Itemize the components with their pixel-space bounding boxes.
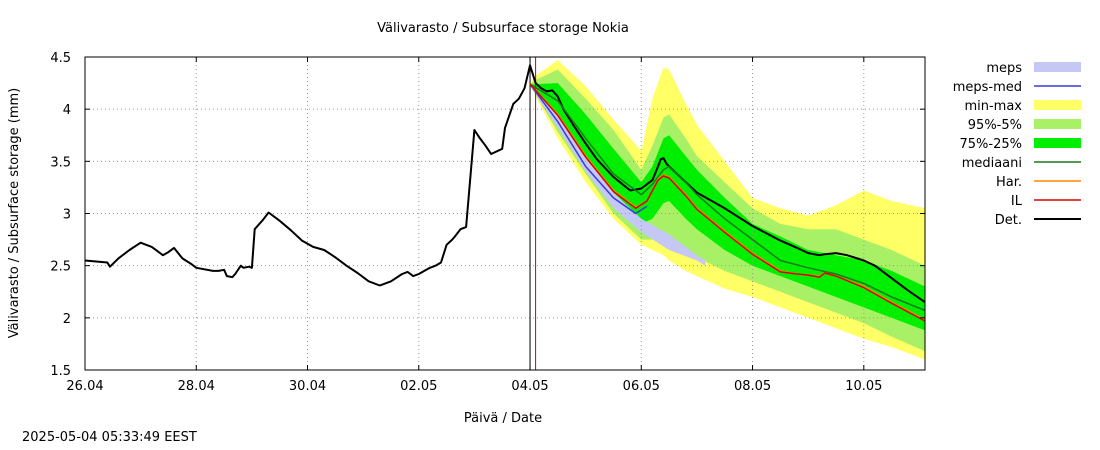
timestamp: 2025-05-04 05:33:49 EEST [22, 430, 197, 445]
x-tick-label: 08.05 [734, 379, 771, 394]
x-tick-label: 02.05 [400, 379, 437, 394]
legend-swatch [1034, 119, 1081, 129]
series-mediaani [529, 83, 926, 312]
legend-label: IL [1011, 194, 1023, 209]
legend-swatch [1034, 138, 1081, 148]
x-tick-label: 10.05 [845, 379, 882, 394]
y-tick-label: 4 [63, 103, 71, 118]
chart-title: Välivarasto / Subsurface storage Nokia [377, 21, 629, 36]
legend-label: meps-med [953, 80, 1022, 95]
legend-label: min-max [964, 99, 1022, 114]
series-meps-med [529, 83, 648, 215]
x-axis-label: Päivä / Date [464, 411, 542, 426]
legend-label: mediaani [962, 156, 1022, 171]
plot-area: 26.04 28.04 30.04 02.05 04.05 06.05 08.05 10.05… [50, 51, 926, 394]
band-75-25- [530, 83, 925, 331]
x-tick-label: 30.04 [289, 379, 326, 394]
y-tick-label: 2 [63, 312, 71, 327]
legend-label: Har. [996, 175, 1022, 190]
y-tick-label: 3 [63, 208, 71, 223]
y-tick-label: 2.5 [50, 260, 71, 275]
legend-label: 75%-25% [960, 137, 1022, 152]
y-axis-label: Välivarasto / Subsurface storage (mm) [7, 88, 22, 338]
y-tick-label: 4.5 [50, 51, 71, 66]
y-tick-label: 3.5 [50, 155, 71, 170]
legend-swatch [1034, 62, 1081, 72]
legend-label: Det. [995, 213, 1022, 228]
legend-label: meps [986, 61, 1022, 76]
x-tick-label: 06.05 [623, 379, 660, 394]
legend-swatch [1034, 100, 1081, 110]
series-il [529, 83, 926, 322]
y-tick-label: 1.5 [50, 364, 71, 379]
x-tick-label: 26.04 [66, 379, 103, 394]
x-tick-label: 04.05 [511, 379, 548, 394]
legend-label: 95%-5% [968, 118, 1022, 133]
legend: meps meps-med min-max 95%-5% 75%-25% mediaani… [953, 61, 1081, 228]
x-tick-label: 28.04 [178, 379, 215, 394]
